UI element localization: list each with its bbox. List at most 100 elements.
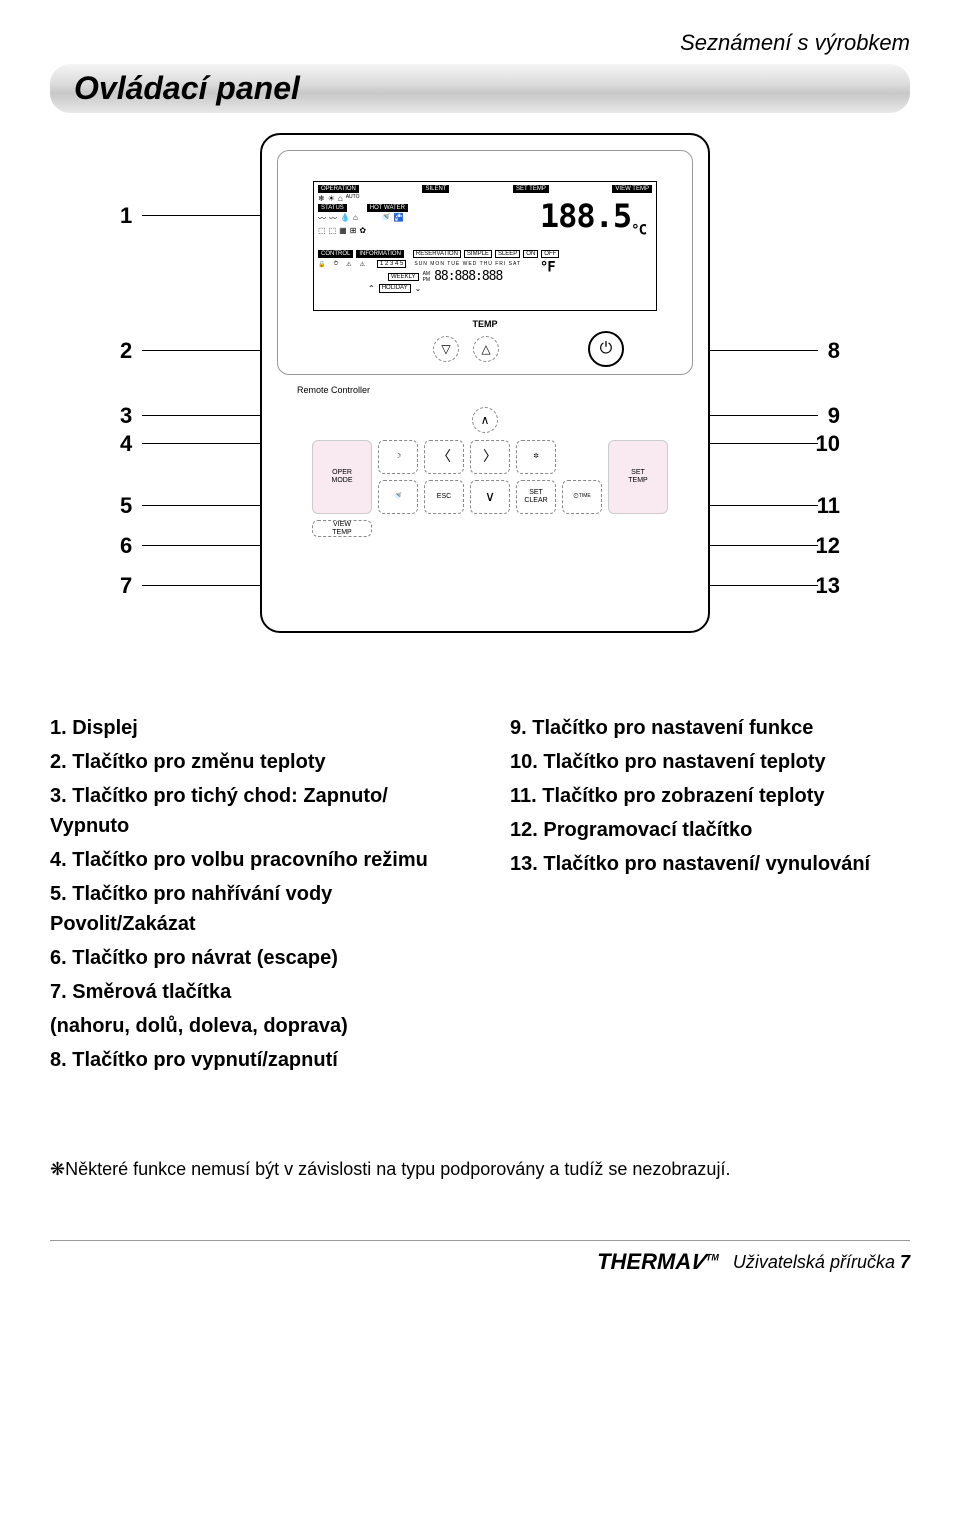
up-icon: ⌃ [368, 284, 375, 293]
legend-item-5: 5. Tlačítko pro nahřívání vody Povolit/Z… [50, 879, 450, 939]
view-temp-button[interactable]: VIEW TEMP [312, 520, 372, 537]
lcd-viewtemp: VIEW TEMP [612, 185, 652, 193]
down-icon: ⌄ [415, 284, 422, 293]
nav-up-button[interactable]: ∧ [472, 407, 498, 433]
footer-text: Uživatelská příručka 7 [733, 1252, 910, 1273]
house-icon: ⌂ [338, 194, 343, 203]
control-panel-diagram: 1 2 3 4 5 6 7 8 9 10 11 12 13 [120, 133, 840, 673]
shower-icon: 🚿 [381, 213, 391, 224]
nav-right-button[interactable]: 〉 [470, 440, 510, 474]
footnote: ❋Některé funkce nemusí být v závislosti … [50, 1159, 910, 1180]
callout-2: 2 [120, 338, 132, 364]
brand-main: THERMA [597, 1249, 691, 1274]
snowflake-icon: ❄ [318, 194, 325, 203]
lcd-ampm: AM PM [423, 271, 431, 283]
legend-item-2: 2. Tlačítko pro změnu teploty [50, 747, 450, 777]
set-clear-button[interactable]: SET CLEAR [516, 480, 556, 514]
icon-misc5: ✿ [359, 226, 366, 235]
oper-mode-button[interactable]: OPER MODE [312, 440, 372, 514]
icon-misc3: ▦ [339, 226, 347, 235]
lock-icon: 🔒 [318, 261, 325, 268]
legend-item-13: 13. Tlačítko pro nastavení/ vynulování [510, 849, 910, 879]
legend-item-6: 6. Tlačítko pro návrat (escape) [50, 943, 450, 973]
lcd-off: OFF [541, 250, 559, 258]
remote-controller-label: Remote Controller [297, 385, 370, 395]
lcd-simple: SIMPLE [464, 250, 492, 258]
legend-item-1: 1. Displej [50, 713, 450, 743]
icon-misc2: ⬚ [329, 226, 337, 235]
temp-up-button[interactable]: △ [473, 336, 499, 362]
timer-icon: ⏱ [333, 261, 338, 268]
esc-button[interactable]: ESC [424, 480, 464, 514]
lcd-hotwater: HOT WATER [367, 204, 408, 212]
legend-item-4: 4. Tlačítko pro volbu pracovního režimu [50, 845, 450, 875]
legend-left-column: 1. Displej 2. Tlačítko pro změnu teploty… [50, 713, 450, 1079]
function-button[interactable]: ✲ [516, 440, 556, 474]
callout-11: 11 [817, 493, 840, 519]
legend-item-7: 7. Směrová tlačítka [50, 977, 450, 1007]
callout-10: 10 [816, 431, 840, 457]
temp-label: TEMP [472, 319, 497, 329]
brand-logo: THERMAVTM [597, 1249, 719, 1275]
icon-misc1: ⬚ [318, 226, 326, 235]
page-footer: THERMAVTM Uživatelská příručka 7 [50, 1240, 910, 1275]
nav-down-button[interactable]: ∨ [470, 480, 510, 514]
lcd-sleep: SLEEP [495, 250, 520, 258]
lcd-time: 88:888:888 [434, 269, 502, 284]
wave-icon: 〰 [318, 213, 326, 224]
lcd-auto: AUTO [346, 194, 360, 203]
lcd-operation: OPERATION [318, 185, 359, 193]
lcd-big-value: 188.5 [540, 197, 631, 235]
silent-toggle-button[interactable]: ☽ [378, 440, 418, 474]
legend-item-8: 8. Tlačítko pro vypnutí/zapnutí [50, 1045, 450, 1075]
lcd-information: INFORMATION [356, 250, 404, 258]
legend-right-column: 9. Tlačítko pro nastavení funkce 10. Tla… [510, 713, 910, 1079]
temp-down-button[interactable]: ▽ [433, 336, 459, 362]
header-right: Seznámení s výrobkem [50, 30, 910, 56]
lcd-nums: 1 2 3 4 5 [377, 260, 406, 268]
lcd-status: STATUS [318, 204, 347, 212]
time-button[interactable]: ⏲TIME [562, 480, 602, 514]
callout-6: 6 [120, 533, 132, 559]
legend-item-9: 9. Tlačítko pro nastavení funkce [510, 713, 910, 743]
device-top-panel: OPERATION SILENT SET TEMP VIEW TEMP ❄ ☀ … [277, 150, 693, 375]
tap-icon: 🚰 [394, 213, 404, 224]
time-label: TIME [579, 494, 591, 500]
callout-4: 4 [120, 431, 132, 457]
section-title: Ovládací panel [74, 70, 300, 106]
warn2-icon: ⚠ [360, 261, 365, 268]
lcd-on: ON [523, 250, 538, 258]
lcd-settemp: SET TEMP [513, 185, 549, 193]
power-button[interactable]: ⏻ [588, 331, 624, 367]
home-icon: ⌂ [353, 213, 358, 224]
section-bar: Ovládací panel [50, 64, 910, 113]
lcd-display: OPERATION SILENT SET TEMP VIEW TEMP ❄ ☀ … [313, 181, 657, 311]
legend-item-11: 11. Tlačítko pro zobrazení teploty [510, 781, 910, 811]
legend-item-7b: (nahoru, dolů, doleva, doprava) [50, 1011, 450, 1041]
callout-1: 1 [120, 203, 132, 229]
icon-misc4: ⊞ [350, 226, 357, 235]
wave2-icon: 〰 [329, 213, 337, 224]
remote-device: OPERATION SILENT SET TEMP VIEW TEMP ❄ ☀ … [260, 133, 710, 633]
warn-icon: ⚠ [346, 261, 351, 268]
hotwater-button[interactable]: 🚿 [378, 480, 418, 514]
legend-item-3: 3. Tlačítko pro tichý chod: Zapnuto/ Vyp… [50, 781, 450, 841]
callout-9: 9 [828, 403, 840, 429]
callout-13: 13 [816, 573, 840, 599]
callout-3: 3 [120, 403, 132, 429]
page-number: 7 [900, 1252, 910, 1272]
callout-12: 12 [816, 533, 840, 559]
lcd-reservation: RESERVATION [413, 250, 461, 258]
lcd-holiday: HOLIDAY [379, 284, 411, 293]
nav-left-button[interactable]: 〈 [424, 440, 464, 474]
drop-icon: 💧 [340, 213, 350, 224]
sun-icon: ☀ [328, 194, 335, 203]
legend-item-10: 10. Tlačítko pro nastavení teploty [510, 747, 910, 777]
set-temp-button[interactable]: SET TEMP [608, 440, 668, 514]
footer-doc-title: Uživatelská příručka [733, 1252, 895, 1272]
callout-7: 7 [120, 573, 132, 599]
lcd-days: SUN MON TUE WED THU FRI SAT [414, 261, 521, 267]
lcd-silent: SILENT [422, 185, 449, 193]
callout-5: 5 [120, 493, 132, 519]
legend-item-12: 12. Programovací tlačítko [510, 815, 910, 845]
